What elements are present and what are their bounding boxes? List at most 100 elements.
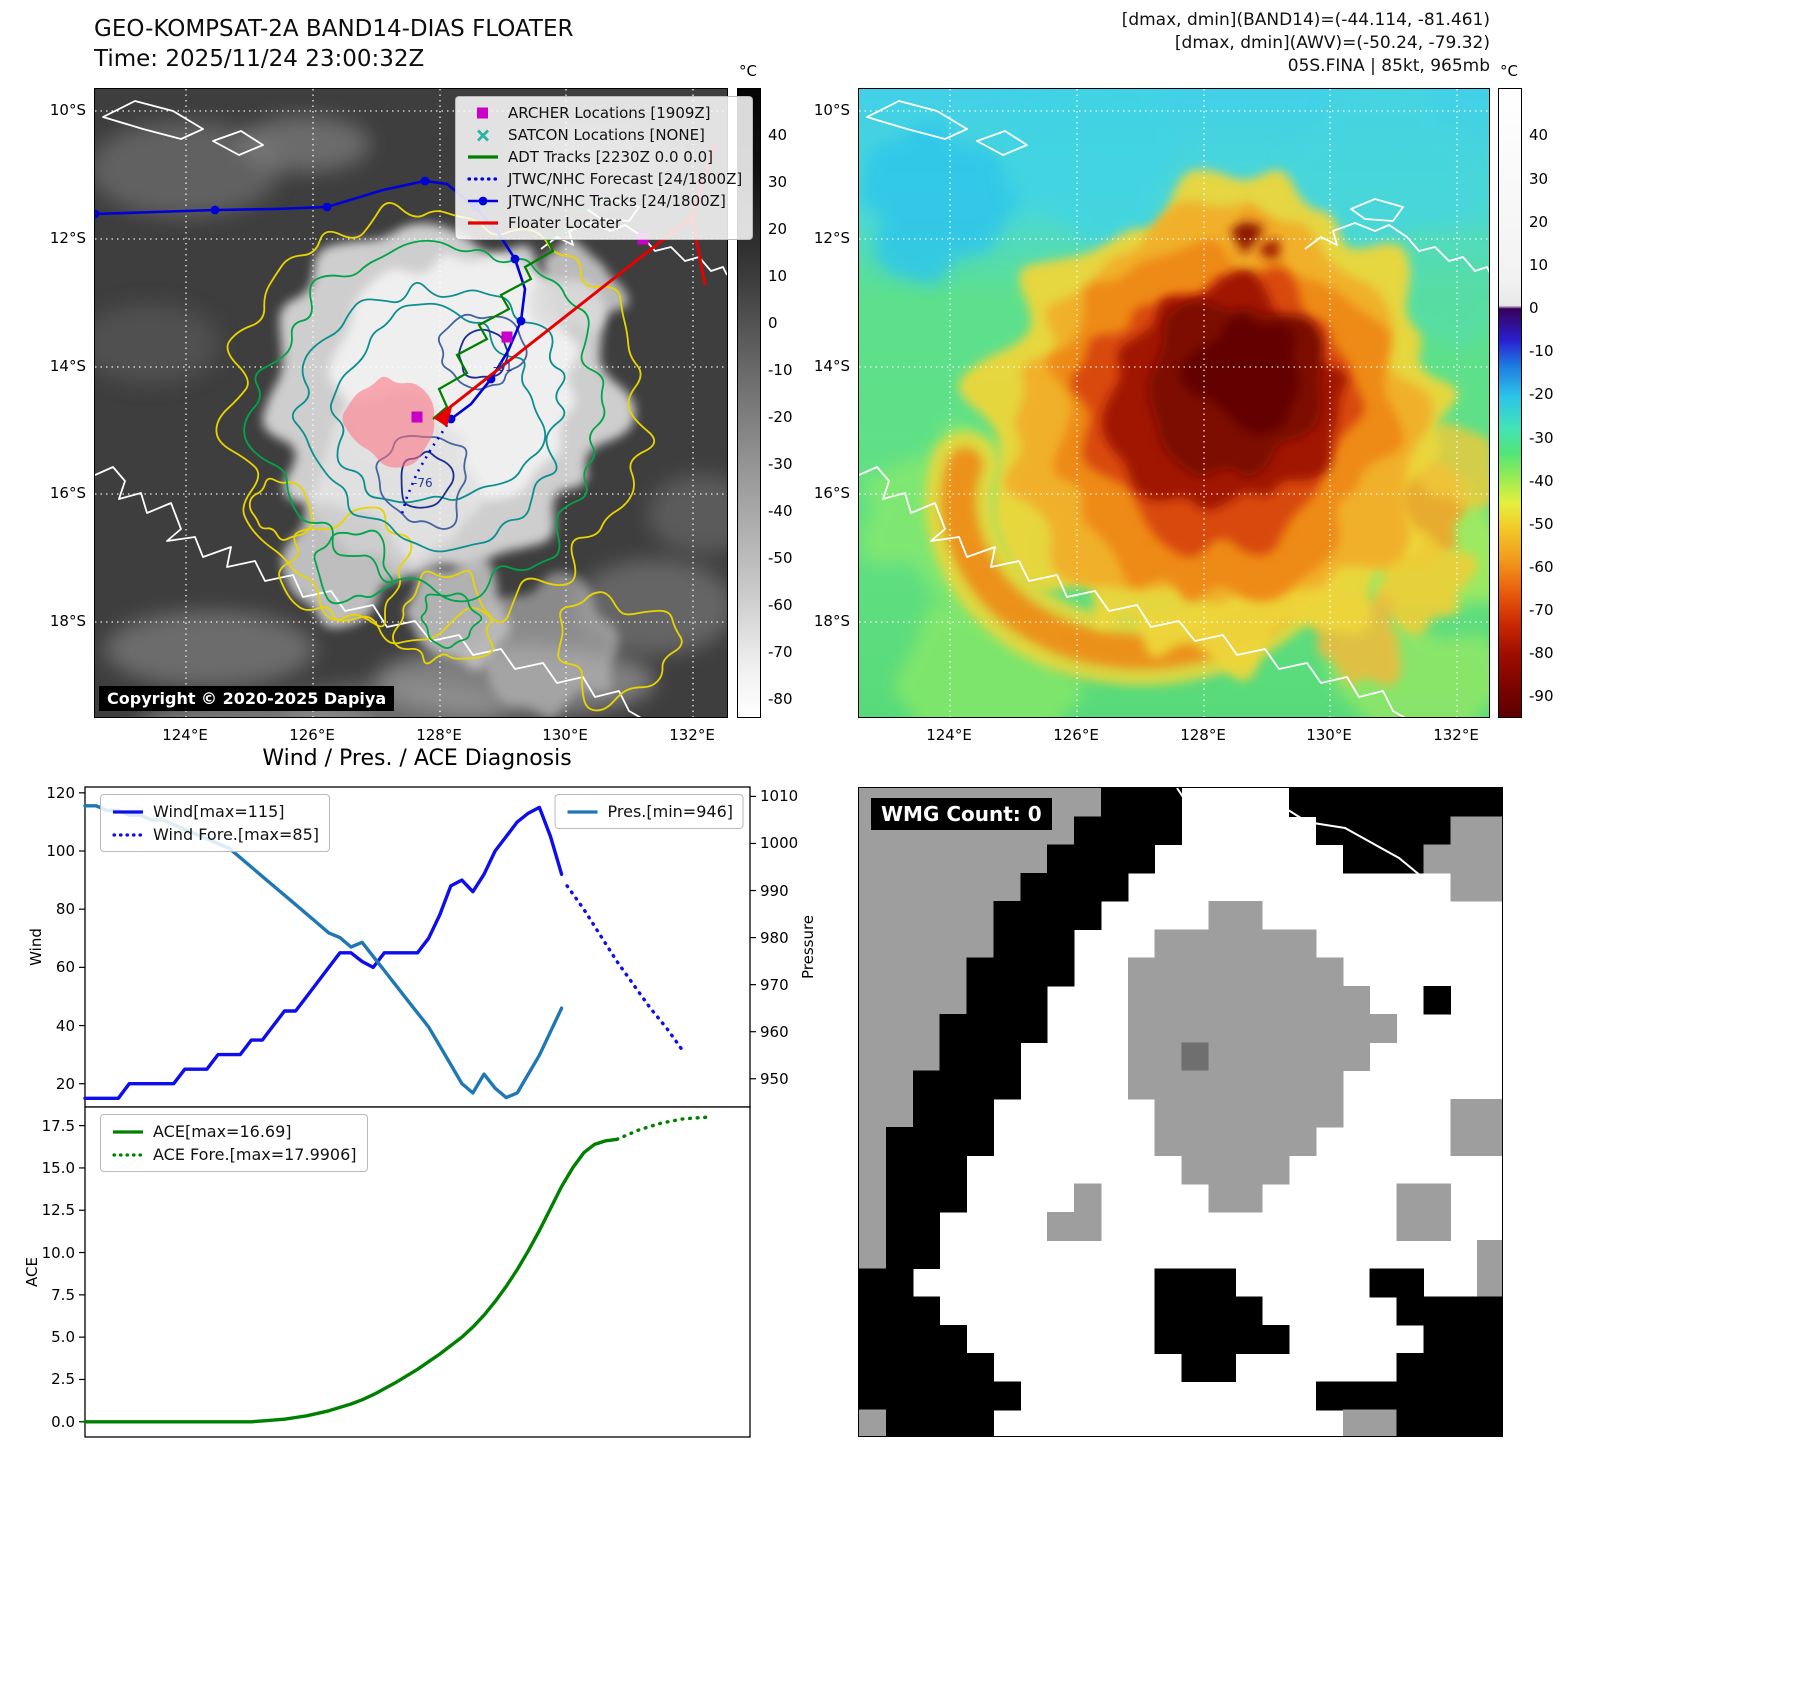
band14-colorbar-tick: 30: [768, 173, 788, 192]
legend-marker-line-marker-icon: [468, 196, 498, 206]
cloud-top-contour: [375, 435, 468, 530]
awv-lat-tick: 10°S: [813, 101, 850, 119]
pressure-tick: 1000: [760, 834, 799, 853]
band14-lon-tick: 128°E: [416, 726, 462, 744]
band14-colorbar-tick: 40: [768, 126, 788, 144]
wmg-pixel-grid: [859, 788, 1502, 1436]
awv-header-line-1: [dmax, dmin](BAND14)=(-44.114, -81.461): [1121, 10, 1490, 30]
awv-colorbar-tick: 30: [1529, 169, 1549, 188]
legend-entry: Wind Fore.[max=85]: [111, 825, 319, 844]
legend-marker-square-icon: [477, 107, 488, 119]
ace-tick: 5.0: [51, 1328, 75, 1347]
band14-colorbar-tick: 20: [768, 220, 788, 239]
ace-tick: 15.0: [41, 1158, 75, 1177]
wmg-map: WMG Count: 0: [858, 787, 1503, 1437]
awv-header-line-3: 05S.FINA | 85kt, 965mb: [1287, 56, 1490, 76]
band14-colorbar-tick: 0: [768, 314, 778, 333]
coastline-path: [95, 466, 642, 717]
awv-lon-tick: 130°E: [1306, 726, 1352, 744]
awv-lon-tick: 124°E: [926, 726, 972, 744]
band14-lat-tick: 14°S: [49, 357, 86, 375]
awv-lon-tick: 132°E: [1433, 726, 1479, 744]
pressure-tick: 1010: [760, 787, 799, 806]
jtwc-track-point: [516, 316, 526, 326]
ace-tick: 7.5: [51, 1285, 75, 1304]
wind-tick: 20: [55, 1074, 75, 1093]
cloud-top-contour: [392, 570, 494, 665]
pressure-tick: 990: [760, 881, 789, 900]
legend-entry: Floater Locater: [466, 214, 742, 232]
awv-lat-tick: 16°S: [813, 484, 850, 502]
legend-marker-line-icon: [468, 155, 498, 159]
legend-entry: Wind[max=115]: [111, 802, 319, 821]
legend-label: JTWC/NHC Tracks [24/1800Z]: [508, 192, 726, 210]
coastline-path: [1256, 789, 1434, 887]
series-ace-max-16-69: [83, 1137, 619, 1424]
wind-tick: 100: [46, 842, 75, 860]
band14-colorbar-tick: -50: [768, 549, 793, 568]
legend-label: ADT Tracks [2230Z 0.0 0.0]: [508, 148, 713, 166]
legend-entry: JTWC/NHC Tracks [24/1800Z]: [466, 192, 742, 210]
legend-entry: JTWC/NHC Forecast [24/1800Z]: [466, 170, 742, 188]
legend-entry: ADT Tracks [2230Z 0.0 0.0]: [466, 148, 742, 166]
awv-colorbar-tick: -40: [1529, 471, 1554, 490]
band14-lon-tick: 130°E: [542, 726, 588, 744]
coastline-path: [1304, 222, 1489, 274]
legend-marker-x-icon: [477, 129, 489, 142]
band14-colorbar-tick: -70: [768, 643, 793, 662]
floater-arrowhead: [435, 403, 453, 427]
legend-entry: ACE[max=16.69]: [111, 1122, 357, 1141]
awv-lon-tick: 126°E: [1053, 726, 1099, 744]
coastline-path: [1176, 788, 1215, 881]
awv-colorbar-tick: -60: [1529, 557, 1554, 576]
legend-marker-line-icon: [113, 809, 143, 814]
band14-colorbar-tick: -60: [768, 596, 793, 615]
legend-entry: SATCON Locations [NONE]: [466, 126, 742, 144]
legend-entry: ACE Fore.[max=17.9906]: [111, 1145, 357, 1164]
band14-lon-tick: 124°E: [162, 726, 208, 744]
diagnosis-title: Wind / Pres. / ACE Diagnosis: [262, 746, 572, 771]
cloud-top-contour: [329, 302, 547, 504]
pressure-tick: 980: [760, 928, 789, 947]
awv-lat-tick: 18°S: [813, 612, 850, 630]
legend-label: Wind[max=115]: [153, 802, 285, 821]
awv-colorbar-tick: 20: [1529, 212, 1549, 231]
pressure-tick: 950: [760, 1069, 789, 1088]
band14-colorbar-tick: -30: [768, 455, 793, 474]
awv-enhanced-image: [859, 89, 1489, 717]
legend-marker-dotted-icon: [467, 177, 499, 181]
coastline-path: [976, 130, 1028, 156]
cloud-top-contour: [557, 591, 683, 712]
cloud-top-contour: [248, 477, 313, 541]
band14-colorbar-tick: -10: [768, 361, 793, 380]
legend-label: ACE[max=16.69]: [153, 1122, 292, 1141]
band14-lon-tick: 126°E: [289, 726, 335, 744]
band14-lat-tick: 16°S: [49, 484, 86, 502]
wind-tick: 80: [55, 900, 75, 919]
awv-colorbar-tick: 40: [1529, 126, 1549, 145]
coastline-path: [102, 100, 204, 140]
ace-tick: 17.5: [41, 1116, 75, 1135]
contour-value-label: -76: [413, 476, 433, 490]
legend-marker-dotted-icon: [112, 1152, 144, 1157]
band14-colorbar-tick: -20: [768, 408, 793, 427]
legend-marker-line-icon: [567, 809, 598, 814]
archer-location-marker: [411, 411, 423, 423]
awv-colorbar-tick: -80: [1529, 644, 1554, 663]
band14-panel-time: Time: 2025/11/24 23:00:32Z: [94, 46, 425, 72]
band14-colorbar-tick: -40: [768, 502, 793, 521]
band14-lat-tick: 12°S: [49, 229, 86, 247]
pressure-legend: Pres.[min=946]: [554, 794, 744, 829]
ace-tick: 2.5: [51, 1370, 75, 1389]
contour-value-label: -81: [493, 360, 513, 374]
pressure-axis-label: Pressure: [799, 914, 817, 980]
awv-colorbar-tick: -30: [1529, 428, 1554, 447]
legend-label: Floater Locater: [508, 214, 622, 232]
legend-label: ACE Fore.[max=17.9906]: [153, 1145, 357, 1164]
awv-colorbar-tick: 10: [1529, 255, 1549, 274]
coastline-path: [1350, 198, 1404, 222]
awv-colorbar-tick: -50: [1529, 514, 1554, 533]
legend-marker-line-icon: [468, 221, 498, 225]
awv-colorbar-unit: °C: [1500, 62, 1518, 80]
jtwc-track-point: [95, 209, 100, 219]
